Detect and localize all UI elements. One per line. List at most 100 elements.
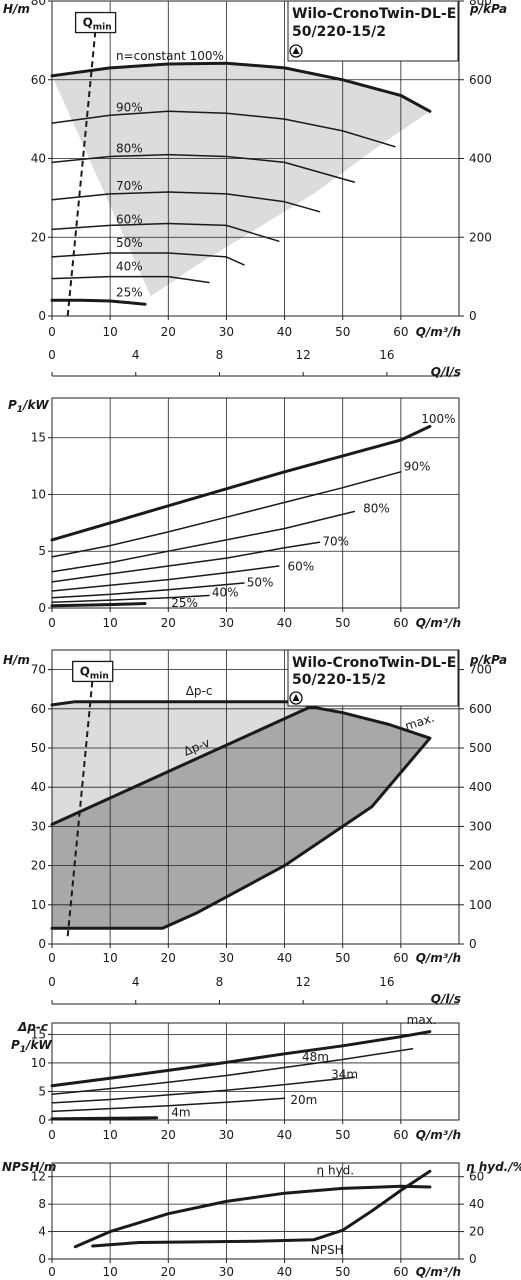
y-tick-label: 0	[38, 1113, 46, 1127]
y-tick-label: 15	[31, 1027, 46, 1041]
curve-80-	[51, 153, 356, 183]
x-axis-title: Q/m³/h	[416, 616, 461, 630]
curve--p-v	[50, 705, 313, 826]
curve-label: 80%	[363, 502, 390, 516]
y-tick-label: 40	[31, 780, 46, 794]
curve-60-	[51, 565, 280, 592]
y-tick-label: 12	[31, 1170, 46, 1184]
x-tick-label: 20	[161, 616, 176, 630]
head-axis-title: H/m	[3, 2, 30, 16]
right-tick-label: 300	[469, 819, 492, 833]
curve-label: 60%	[287, 560, 314, 574]
right-tick-label: 200	[469, 859, 492, 873]
curve-label: 90%	[404, 460, 431, 474]
curve-label: 25%	[116, 285, 143, 299]
curve-label: 60%	[116, 212, 143, 226]
x-tick-label: 0	[48, 1128, 56, 1142]
secondary-x-tick-label: 0	[48, 348, 56, 362]
y-tick-label: 80	[31, 0, 46, 8]
curve-60-	[51, 222, 280, 242]
secondary-x-tick-label: 8	[216, 348, 224, 362]
right-tick-label: 500	[469, 741, 492, 755]
curve--hyd-	[73, 1184, 432, 1249]
x-tick-label: 30	[219, 951, 234, 965]
right-tick-label: 40	[469, 1197, 484, 1211]
qmin-label-subscript: min	[90, 671, 109, 681]
x-tick-label: 0	[48, 1265, 56, 1279]
curve-label: 90%	[116, 100, 143, 114]
curve-70-	[51, 191, 321, 213]
y-tick-label: 15	[31, 431, 46, 445]
curve-25-	[50, 298, 147, 306]
curve-40-	[51, 594, 210, 604]
title-box-frame	[287, 0, 459, 62]
secondary-x-tick-label: 0	[48, 975, 56, 989]
qmin-label-subscript: min	[93, 23, 112, 33]
operating-range-fill	[52, 63, 430, 297]
y-tick-label: 0	[38, 601, 46, 615]
plot-frame	[51, 1162, 460, 1260]
x-tick-label: 0	[48, 325, 56, 339]
curve-n-constant-100-	[50, 61, 432, 113]
x-tick-label: 40	[277, 616, 292, 630]
head-axis-title-2: H/m	[3, 653, 30, 667]
curve-label: 34m	[331, 1067, 358, 1081]
curve-label: 48m	[302, 1050, 329, 1064]
x-tick-label: 20	[161, 1128, 176, 1142]
y-tick-label: 10	[31, 898, 46, 912]
curve-34m	[51, 1076, 356, 1104]
x-tick-label: 40	[277, 951, 292, 965]
x-tick-label: 60	[393, 1265, 408, 1279]
curve-label: 40%	[116, 260, 143, 274]
pressure-axis-title: p/kPa	[469, 2, 507, 16]
curve-label: 4m	[171, 1106, 190, 1120]
curve-100-	[50, 424, 432, 542]
plot-frame	[51, 1022, 460, 1121]
y-tick-label: 8	[38, 1197, 46, 1211]
curve-label: 50%	[247, 575, 274, 589]
curve-max-	[309, 705, 432, 740]
y-tick-label: 10	[31, 487, 46, 501]
curve-50-	[51, 582, 245, 599]
y-tick-label: 20	[31, 859, 46, 873]
curve-label: n=constant 100%	[116, 49, 224, 63]
secondary-x-tick-label: 16	[379, 348, 394, 362]
x-axis-title: Q/m³/h	[416, 325, 461, 339]
right-tick-label: 0	[469, 309, 477, 323]
npsh-efficiency-chart: NPSH/m η hyd./% 0 4 8 12 0 20 40 60 0 10 20 30 40 50 6…	[2, 1160, 521, 1279]
x-tick-label: 0	[48, 951, 56, 965]
qmin-label-box	[74, 11, 117, 34]
curve-label: 100%	[421, 412, 455, 426]
curve-40-	[51, 275, 210, 284]
curve-label: Δp-c	[186, 684, 213, 698]
curve-25-	[50, 602, 147, 608]
power-plot-area: 0 5 10 15 0 10 20 30 40 50 60 Q/m³/h 100% 90% 80% 70% 60…	[31, 397, 461, 630]
pump-model-name: Wilo-CronoTwin-DL-E	[292, 6, 456, 22]
y-tick-label: 70	[31, 663, 46, 677]
curve-50-	[51, 252, 245, 266]
y-tick-label: 40	[31, 152, 46, 166]
x-tick-label: 60	[393, 325, 408, 339]
curve-max-	[50, 1030, 432, 1088]
secondary-x-tick-label: 12	[296, 348, 311, 362]
secondary-x-tick-label: 16	[379, 975, 394, 989]
pump-model-size: 50/220-15/2	[292, 24, 386, 40]
x-tick-label: 20	[161, 325, 176, 339]
x-tick-label: 50	[335, 325, 350, 339]
right-tick-label: 400	[469, 780, 492, 794]
x-tick-label: 60	[393, 616, 408, 630]
x-tick-label: 60	[393, 951, 408, 965]
y-tick-label: 5	[38, 544, 46, 558]
pump-model-name-2: Wilo-CronoTwin-DL-E	[292, 655, 456, 671]
x-axis-title: Q/m³/h	[416, 1265, 461, 1279]
qmin-label-box	[72, 660, 114, 683]
x-tick-label: 30	[219, 1265, 234, 1279]
curve-label: 80%	[116, 142, 143, 156]
curve-label: η hyd.	[317, 1164, 355, 1178]
right-tick-label: 60	[469, 1170, 484, 1184]
right-tick-label: 0	[469, 937, 477, 951]
